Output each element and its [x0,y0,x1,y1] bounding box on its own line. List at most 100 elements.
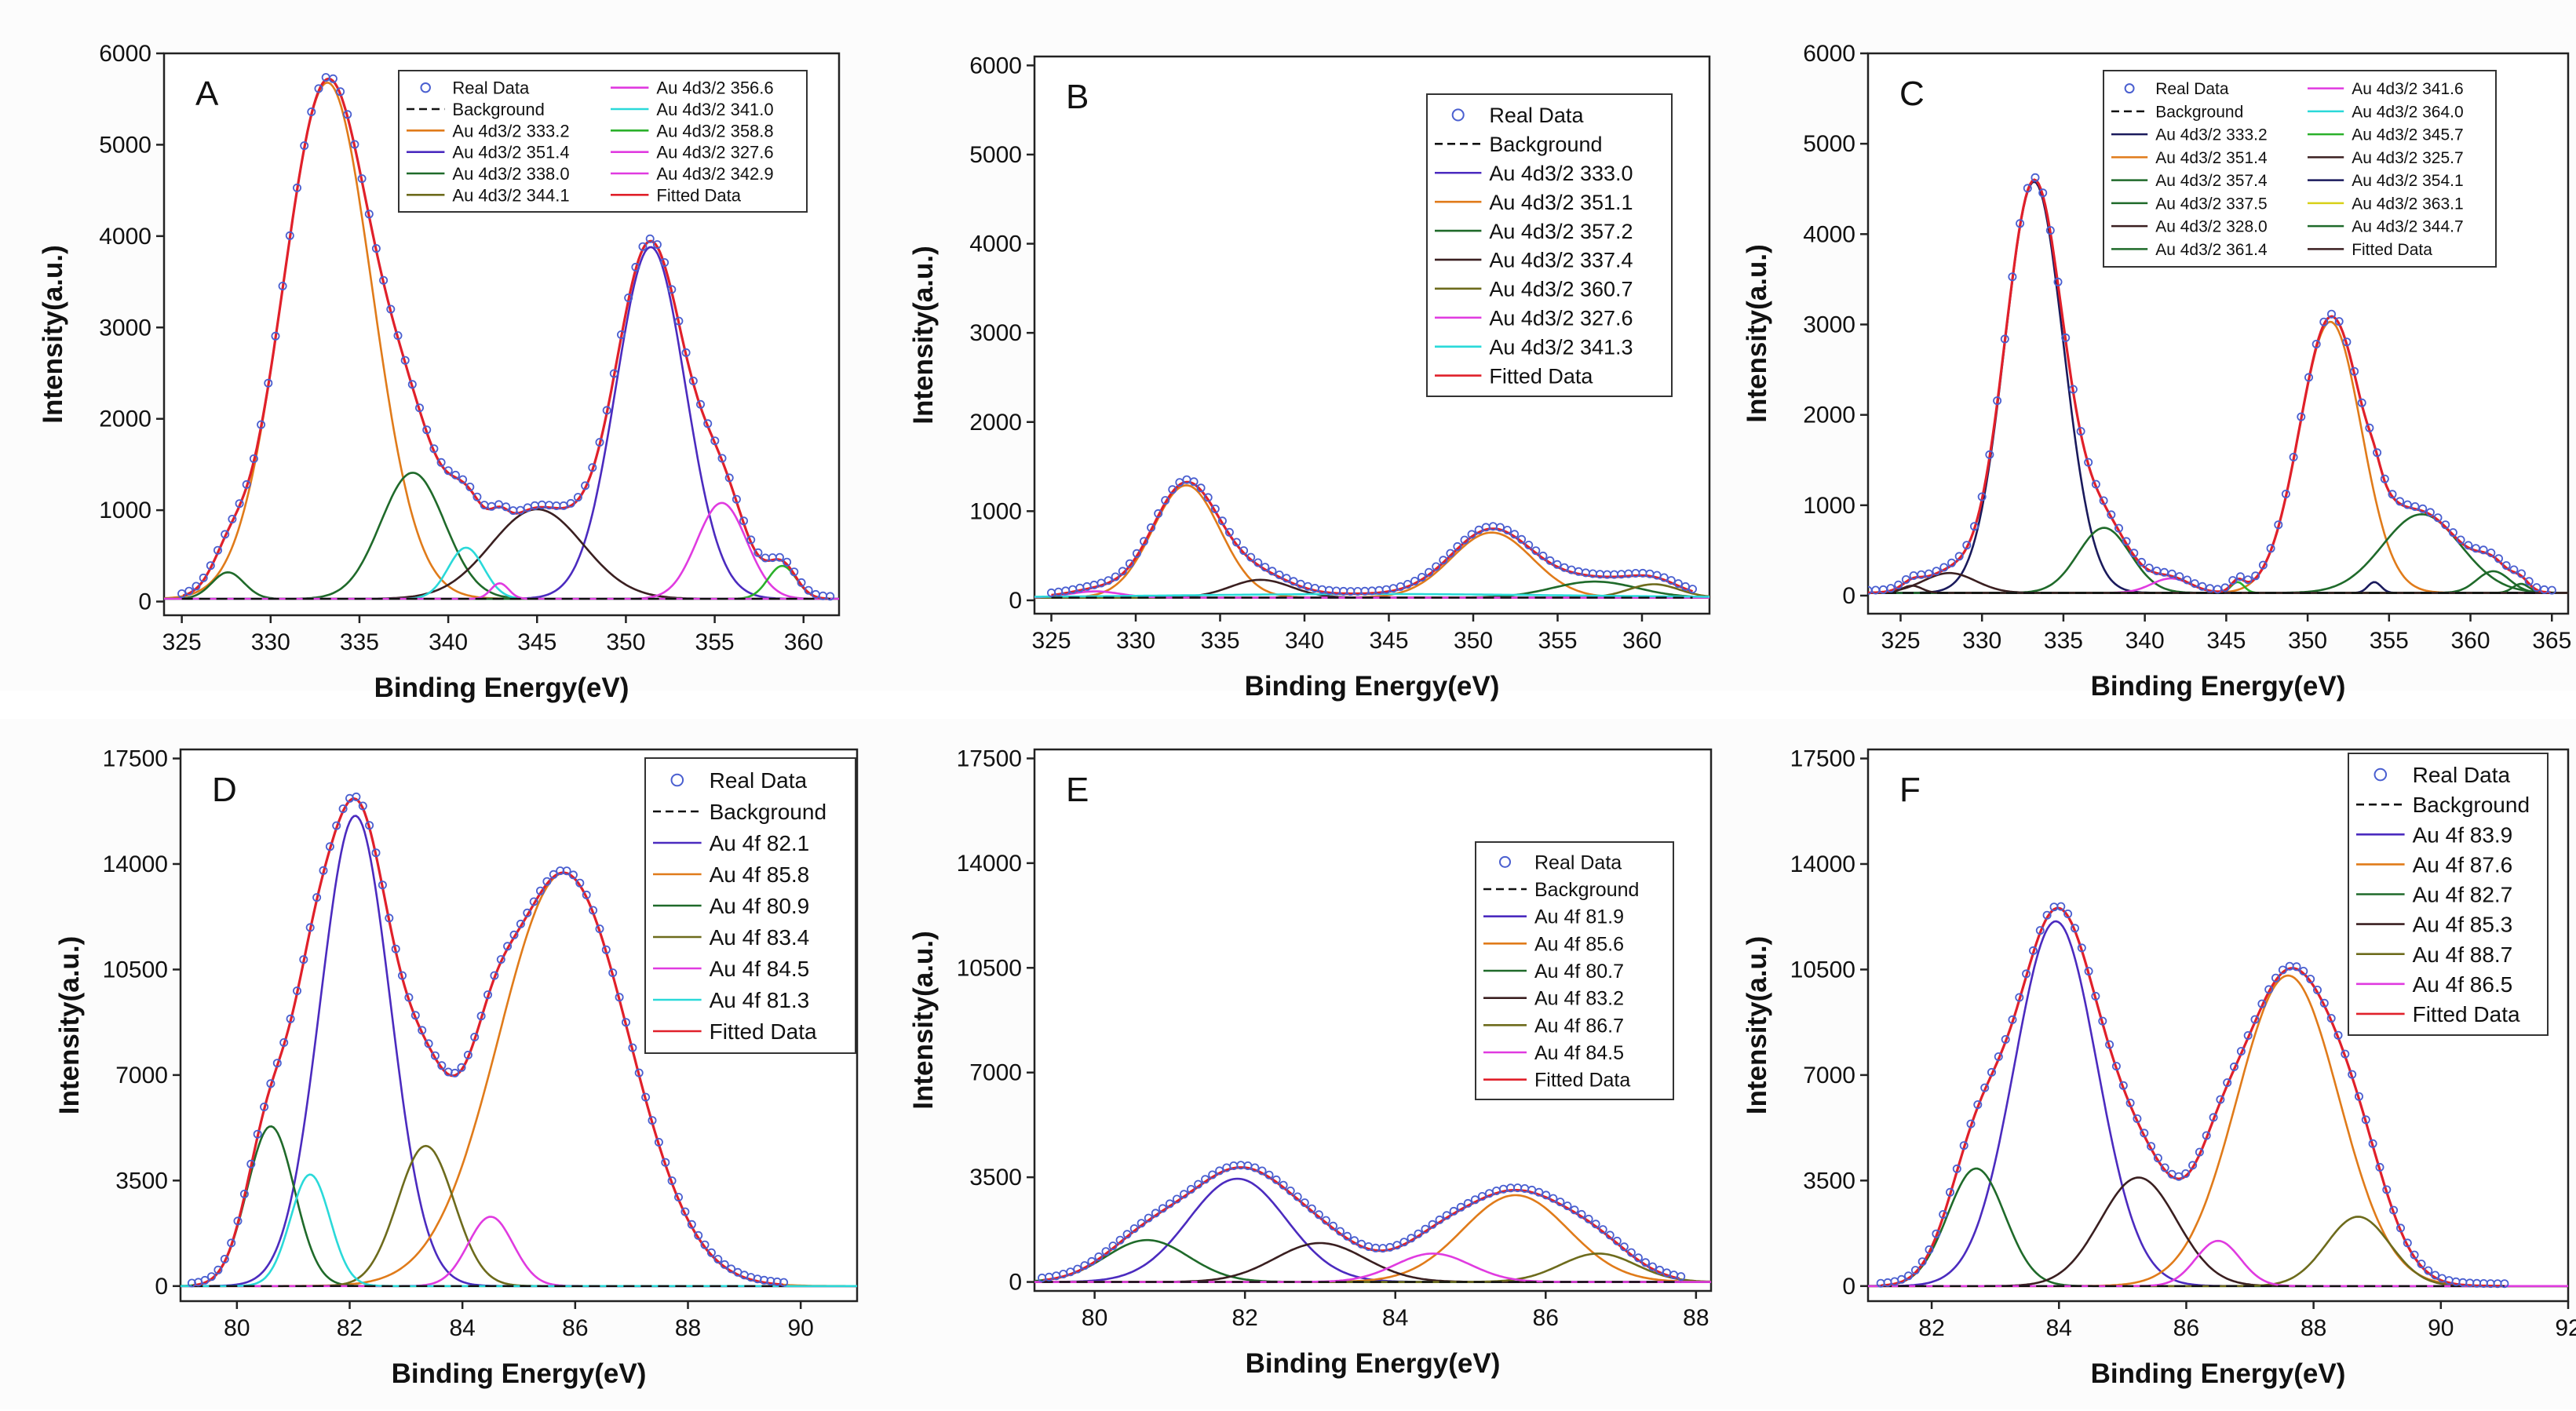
real-data-point [1101,1247,1111,1256]
real-data-point [2070,924,2079,933]
real-data-point [279,1038,289,1048]
real-data-point [1196,483,1206,493]
panel-label: E [1066,771,1089,809]
real-data-point [1264,1170,1274,1179]
real-data-point [667,1176,677,1186]
real-data-point [2136,557,2146,567]
legend-label: Au 4d3/2 357.2 [1489,220,1633,243]
real-data-point [1680,582,1690,591]
legend-marker-real-data [1499,855,1511,868]
real-data-point [415,403,425,413]
real-data-point [2129,549,2139,558]
y-axis-label: Intensity(a.u.) [38,245,68,424]
real-data-point [1073,1264,1082,1274]
real-data-point [1897,1274,1906,1284]
real-data-point [206,1272,216,1282]
real-data-point [2271,973,2280,983]
real-data-point [1647,1262,1657,1271]
y-axis-label: Intensity(a.u.) [1742,244,1772,423]
real-data-point [1666,576,1676,585]
x-tick-label: 86 [1533,1305,1559,1331]
real-data-point [272,1059,282,1068]
real-data-point [2195,1147,2204,1157]
real-data-point [1987,1067,1996,1077]
real-data-point [371,244,381,253]
y-tick-label: 10500 [1790,957,1855,983]
real-data-point [602,406,611,415]
real-data-point [2479,545,2488,555]
real-data-point [199,573,208,582]
real-data-point [2365,423,2374,432]
real-data-point [1517,534,1527,544]
real-data-point [319,866,328,875]
real-data-point [503,942,513,951]
real-data-point [1677,1272,1686,1282]
y-tick-label: 10500 [103,957,168,983]
real-data-point [2350,366,2359,376]
x-axis-label: Binding Energy(eV) [2091,671,2346,702]
real-data-point [1125,559,1134,568]
real-data-point [2188,1161,2198,1170]
real-data-point [314,84,323,93]
real-data-point [700,1240,710,1249]
legend-label: Au 4d3/2 337.5 [2155,195,2267,213]
real-data-point [638,242,648,251]
real-data-point [2334,317,2344,326]
y-tick-label: 3500 [115,1168,168,1194]
real-data-point [1279,1180,1288,1190]
real-data-point [2220,583,2230,592]
real-data-point [1605,1231,1615,1240]
real-data-point [601,945,611,954]
real-data-point [1357,1239,1366,1249]
real-data-point [2167,569,2176,578]
legend-label: Fitted Data [1489,364,1593,388]
real-data-point [1224,527,1234,537]
x-tick-label: 82 [337,1315,363,1341]
real-data-point [2053,277,2063,286]
legend-label: Background [710,800,826,824]
x-axis-label: Binding Energy(eV) [2091,1358,2346,1389]
real-data-point [458,475,468,484]
legend-label: Real Data [1489,104,1584,127]
legend-label: Au 4d3/2 356.6 [656,78,773,98]
legend-label: Au 4f 81.3 [710,988,810,1012]
real-data-point [2547,585,2556,595]
real-data-point [1924,569,1933,578]
real-data-point [2251,571,2260,581]
legend-label: Au 4f 83.2 [1534,988,1624,1010]
x-axis-label: Binding Energy(eV) [374,673,629,703]
real-data-point [312,893,322,902]
real-data-point [1168,485,1177,494]
real-data-point [1556,1198,1565,1207]
real-data-point [418,1026,427,1035]
legend-label: Au 4d3/2 328.0 [2155,218,2267,236]
real-data-point [1246,552,1256,562]
real-data-point [2160,1163,2169,1172]
real-data-point [1201,1175,1210,1184]
x-axis-label: Binding Energy(eV) [1246,1348,1501,1379]
legend-label: Au 4d3/2 364.0 [2352,103,2463,121]
real-data-point [1467,530,1476,539]
y-tick-label: 1000 [1803,493,1855,519]
fitted-data-line [1042,1166,1680,1282]
real-data-point [2333,1030,2343,1040]
x-tick-label: 340 [2125,628,2165,654]
real-data-point [2099,496,2108,505]
legend-label: Au 4d3/2 351.4 [2155,149,2268,167]
real-data-point [2319,317,2329,326]
real-data-point [2342,337,2352,347]
real-data-point [2216,1095,2225,1104]
real-data-point [1962,541,1972,550]
real-data-point [680,1207,690,1216]
x-tick-label: 345 [2206,628,2246,654]
legend-label: Au 4d3/2 327.6 [1489,306,1633,330]
real-data-point [687,1220,696,1229]
real-data-point [1104,576,1113,585]
real-data-point [239,1190,249,1199]
real-data-point [220,1255,229,1264]
x-tick-label: 355 [1538,628,1577,654]
real-data-point [2016,219,2025,228]
real-data-point [2516,569,2526,578]
legend-marker-real-data [2124,83,2135,94]
y-tick-label: 14000 [957,851,1022,877]
